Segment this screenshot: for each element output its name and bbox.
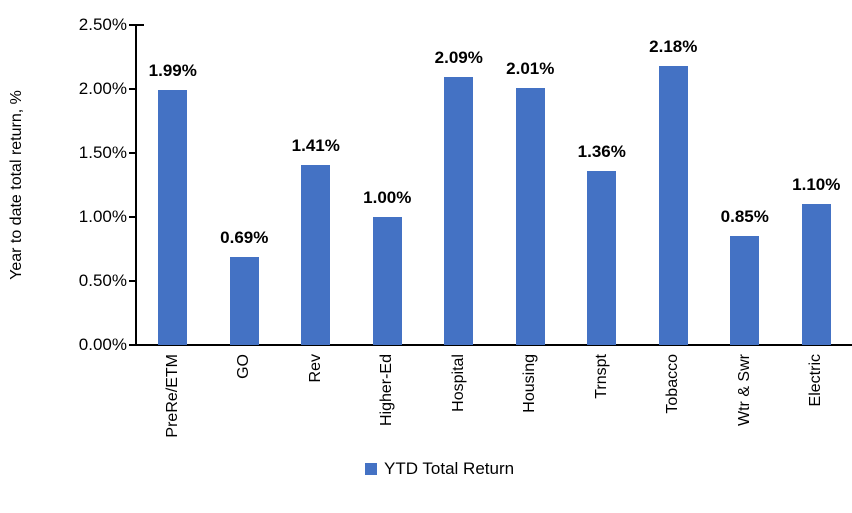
bar-value-label: 2.09% (434, 48, 483, 67)
y-tick-label: 1.50% (78, 143, 127, 162)
x-category-label: Electric (807, 354, 825, 407)
y-tick-mark (129, 88, 137, 90)
bar-trnspt (587, 171, 616, 345)
y-tick-label: 1.00% (78, 207, 127, 226)
bar-rev (301, 165, 330, 345)
y-tick-mark (129, 152, 137, 154)
plot-area: 1.99% 0.69% 1.41% 1.00% 2.09% 2.01% 1.36% 2.18%… (137, 25, 852, 345)
y-axis-title: Year to date total return, % (8, 90, 25, 280)
legend-label: YTD Total Return (384, 459, 515, 478)
bar-value-label: 1.00% (363, 188, 412, 207)
x-category-label: Higher-Ed (378, 354, 396, 427)
x-category-label: Trnspt (592, 354, 610, 399)
y-tick-label: 2.50% (78, 15, 127, 34)
y-tick-label: 2.00% (78, 79, 127, 98)
bar-wtr-swr (730, 236, 759, 345)
bar-higher-ed (373, 217, 402, 345)
bar-value-label: 2.18% (649, 37, 698, 56)
bar-value-label: 1.41% (291, 136, 340, 155)
y-axis-line (135, 24, 137, 345)
y-tick-label: 0.00% (78, 335, 127, 354)
x-category-label: Hospital (449, 354, 467, 412)
bar-tobacco (659, 66, 688, 345)
y-tick-mark (129, 216, 137, 218)
bar-value-label: 2.01% (506, 59, 555, 78)
bar-go (230, 257, 259, 345)
bar-value-label: 0.85% (720, 207, 769, 226)
bar-value-label: 0.69% (220, 228, 269, 247)
bar-housing (516, 88, 545, 345)
bar-hospital (444, 77, 473, 345)
x-category-label: PreRe/ETM (163, 354, 181, 438)
x-category-label: Housing (521, 354, 539, 413)
legend-swatch-icon (365, 463, 377, 475)
x-category-label: GO (235, 354, 253, 379)
x-category-label: Rev (306, 354, 324, 383)
x-axis-line (129, 344, 852, 346)
y-tick-mark (129, 280, 137, 282)
bar-value-label: 1.99% (148, 61, 197, 80)
x-category-label: Tobacco (664, 354, 682, 414)
legend: YTD Total Return (365, 459, 514, 479)
bar-value-label: 1.36% (577, 142, 626, 161)
x-category-label: Wtr & Swr (735, 354, 753, 426)
bar-value-label: 1.10% (792, 175, 841, 194)
bar-electric (802, 204, 831, 345)
y-tick-label: 0.50% (78, 271, 127, 290)
bar-prere-etm (158, 90, 187, 345)
